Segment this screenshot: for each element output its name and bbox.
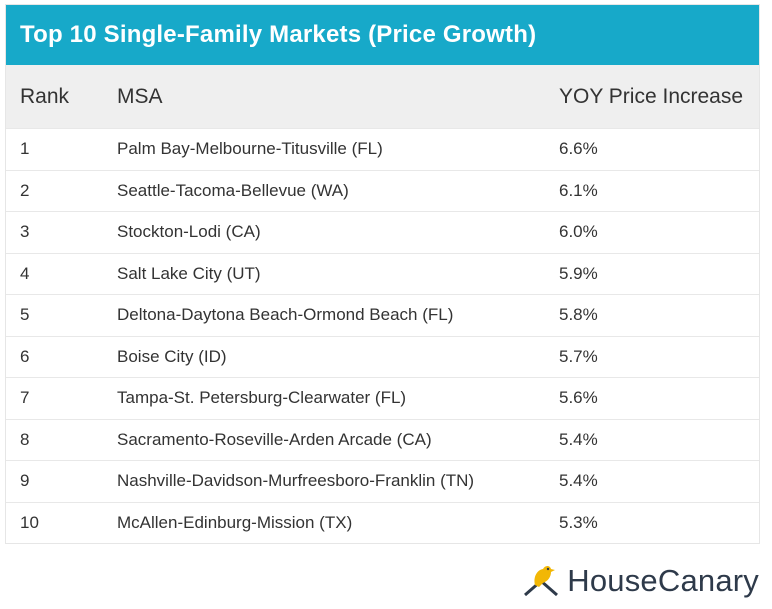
rank-cell: 9 xyxy=(20,471,30,491)
yoy-cell: 6.6% xyxy=(559,139,598,159)
rank-cell: 5 xyxy=(20,305,30,325)
msa-cell: Nashville-Davidson-Murfreesboro-Franklin… xyxy=(117,471,475,491)
table-row: 9 Nashville-Davidson-Murfreesboro-Frankli… xyxy=(6,460,759,502)
table-row: 6 Boise City (ID) 5.7% xyxy=(6,335,759,378)
table-row: 8 Sacramento-Roseville-Arden Arcade (CA) 5… xyxy=(6,418,759,461)
rank-cell: 3 xyxy=(20,222,30,242)
logo-text: HouseCanary xyxy=(567,563,759,598)
title-bar: Top 10 Single-Family Markets (Price Grow… xyxy=(6,5,759,65)
header-rank: Rank xyxy=(20,84,70,108)
rank-cell: 1 xyxy=(20,139,30,159)
table-card: Top 10 Single-Family Markets (Price Grow… xyxy=(5,4,760,544)
table-body: 1 Palm Bay-Melbourne-Titusville (FL) 6.6% 2… xyxy=(6,128,759,543)
msa-cell: McAllen-Edinburg-Mission (TX) xyxy=(117,512,353,532)
yoy-cell: 6.1% xyxy=(559,180,598,200)
table-title: Top 10 Single-Family Markets (Price Grow… xyxy=(20,21,537,48)
header-msa: MSA xyxy=(117,84,163,108)
yoy-cell: 5.3% xyxy=(559,512,598,532)
rank-cell: 2 xyxy=(20,180,30,200)
table-row: 10 McAllen-Edinburg-Mission (TX) 5.3% xyxy=(6,501,759,544)
msa-cell: Stockton-Lodi (CA) xyxy=(117,222,261,242)
yoy-cell: 5.8% xyxy=(559,305,598,325)
table-row: 3 Stockton-Lodi (CA) 6.0% xyxy=(6,211,759,253)
msa-cell: Sacramento-Roseville-Arden Arcade (CA) xyxy=(117,429,432,449)
yoy-cell: 5.7% xyxy=(559,346,598,366)
rank-cell: 10 xyxy=(20,512,39,532)
table-row: 5 Deltona-Daytona Beach-Ormond Beach (FL)… xyxy=(6,294,759,336)
yoy-cell: 5.4% xyxy=(559,471,598,491)
table-header-row: Rank MSA YOY Price Increase xyxy=(6,65,759,128)
header-yoy: YOY Price Increase xyxy=(559,84,744,108)
table-row: 7 Tampa-St. Petersburg-Clearwater (FL) 5.6… xyxy=(6,377,759,419)
yoy-cell: 6.0% xyxy=(559,222,598,242)
msa-cell: Salt Lake City (UT) xyxy=(117,263,261,283)
msa-cell: Deltona-Daytona Beach-Ormond Beach (FL) xyxy=(117,305,454,325)
msa-cell: Boise City (ID) xyxy=(117,346,227,366)
yoy-cell: 5.4% xyxy=(559,429,598,449)
yoy-cell: 5.9% xyxy=(559,263,598,283)
msa-cell: Palm Bay-Melbourne-Titusville (FL) xyxy=(117,139,383,159)
rank-cell: 8 xyxy=(20,429,30,449)
rank-cell: 4 xyxy=(20,263,30,283)
table-row: 2 Seattle-Tacoma-Bellevue (WA) 6.1% xyxy=(6,169,759,212)
msa-cell: Tampa-St. Petersburg-Clearwater (FL) xyxy=(117,388,407,408)
rank-cell: 7 xyxy=(20,388,30,408)
msa-cell: Seattle-Tacoma-Bellevue (WA) xyxy=(117,180,349,200)
housecanary-logo: HouseCanary xyxy=(521,561,759,601)
canary-house-icon xyxy=(524,566,559,597)
table-row: 4 Salt Lake City (UT) 5.9% xyxy=(6,252,759,295)
table-row: 1 Palm Bay-Melbourne-Titusville (FL) 6.6% xyxy=(6,128,759,170)
rank-cell: 6 xyxy=(20,346,30,366)
yoy-cell: 5.6% xyxy=(559,388,598,408)
